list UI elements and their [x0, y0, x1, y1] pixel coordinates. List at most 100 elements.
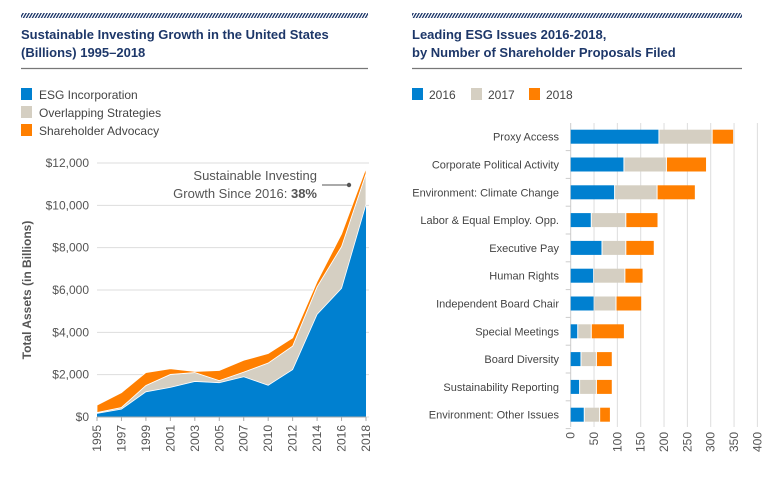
x-tick-label: 400 — [750, 432, 764, 452]
bar-2016 — [570, 352, 581, 367]
x-tick-label: 1999 — [139, 425, 153, 452]
right-legend: 2016 2017 2018 — [412, 88, 573, 102]
bar-2017 — [594, 268, 625, 283]
x-tick-label: 1995 — [90, 425, 104, 452]
right-header-hatch — [412, 13, 742, 18]
x-tick-label: 2003 — [188, 425, 202, 452]
bar-2016 — [570, 213, 591, 228]
y-tick-label: $10,000 — [46, 198, 90, 212]
bar-2018 — [626, 240, 654, 255]
bar-2017 — [624, 157, 666, 172]
bar-2016 — [570, 407, 584, 422]
category-label: Independent Board Chair — [436, 299, 559, 311]
right-bar-chart: 0 50 100 150 200 250 300 350 400 Proxy Access Corp… — [412, 123, 764, 452]
bar-2018 — [616, 296, 642, 311]
bar-2018 — [626, 213, 658, 228]
left-annotation: Sustainable Investing Growth Since 2016:… — [173, 168, 352, 201]
bar-2018 — [600, 407, 610, 422]
left-y-axis-label: Total Assets (in Billions) — [20, 221, 34, 360]
left-title-line1: Sustainable Investing Growth in the Unit… — [21, 27, 329, 42]
x-tick-label: 1997 — [114, 425, 128, 452]
legend-label-overlapping: Overlapping Strategies — [39, 106, 161, 120]
y-tick-label: $2,000 — [52, 368, 89, 382]
bar-2018 — [657, 185, 695, 200]
y-tick-label: $6,000 — [52, 283, 89, 297]
x-tick-label: 350 — [727, 432, 741, 452]
x-tick-label: 2018 — [359, 425, 373, 452]
x-tick-label: 2007 — [237, 425, 251, 452]
category-label: Executive Pay — [489, 243, 559, 255]
bar-2018 — [625, 268, 643, 283]
y-tick-label: $4,000 — [52, 325, 89, 339]
x-tick-label: 2001 — [163, 425, 177, 452]
x-tick-label: 300 — [704, 432, 718, 452]
left-area-chart: $0 $2,000 $4,000 $6,000 $8,000 $10,000 $12,000… — [46, 156, 373, 452]
category-label: Environment: Other Issues — [429, 410, 560, 422]
x-tick-label: 50 — [587, 432, 601, 446]
area-esg-incorporation — [97, 204, 366, 417]
legend-label-2017: 2017 — [488, 88, 515, 102]
bar-2018 — [596, 379, 612, 394]
x-tick-label: 2016 — [335, 425, 349, 452]
bar-2016 — [570, 240, 602, 255]
legend-swatch-esg — [21, 88, 32, 100]
legend-swatch-2018 — [529, 88, 540, 100]
bar-2018 — [596, 352, 612, 367]
x-tick-label: 200 — [657, 432, 671, 452]
category-label: Proxy Access — [493, 132, 560, 144]
category-label: Board Diversity — [484, 354, 559, 366]
x-tick-label: 150 — [634, 432, 648, 452]
x-tick-label: 2005 — [212, 425, 226, 452]
bar-2016 — [570, 268, 594, 283]
category-label: Corporate Political Activity — [432, 160, 560, 172]
bar-2018 — [712, 129, 734, 144]
legend-swatch-overlapping — [21, 106, 32, 118]
legend-swatch-2016 — [412, 88, 423, 100]
legend-label-advocacy: Shareholder Advocacy — [39, 124, 159, 138]
left-legend: ESG Incorporation Overlapping Strategies… — [21, 88, 161, 138]
x-tick-label: 2014 — [310, 425, 324, 452]
bar-2017 — [615, 185, 657, 200]
legend-label-2016: 2016 — [429, 88, 456, 102]
annotation-value: 38% — [291, 186, 317, 201]
legend-label-2018: 2018 — [546, 88, 573, 102]
x-tick-label: 2010 — [261, 425, 275, 452]
category-label: Human Rights — [489, 271, 559, 283]
bar-2017 — [591, 213, 626, 228]
bar-2016 — [570, 129, 659, 144]
x-tick-label: 250 — [680, 432, 694, 452]
bar-2016 — [570, 379, 580, 394]
x-tick-label: 2012 — [286, 425, 300, 452]
x-tick-label: 0 — [564, 432, 578, 439]
right-title-line2: by Number of Shareholder Proposals Filed — [412, 45, 676, 60]
bar-2017 — [602, 240, 626, 255]
annotation-line1: Sustainable Investing — [193, 168, 317, 183]
category-label: Environment: Climate Change — [412, 187, 559, 199]
legend-swatch-2017 — [471, 88, 482, 100]
category-label: Special Meetings — [475, 326, 559, 338]
annotation-line2: Growth Since 2016: 38% — [173, 186, 317, 201]
bar-2016 — [570, 324, 578, 339]
annotation-text: Growth Since 2016: — [173, 186, 291, 201]
left-title-line2: (Billions) 1995–2018 — [21, 45, 145, 60]
y-tick-label: $0 — [76, 410, 90, 424]
y-tick-label: $8,000 — [52, 241, 89, 255]
x-tick-label: 100 — [610, 432, 624, 452]
bar-2016 — [570, 296, 594, 311]
y-tick-label: $12,000 — [46, 156, 90, 170]
legend-label-esg: ESG Incorporation — [39, 88, 138, 102]
bar-2017 — [581, 352, 596, 367]
right-title-line1: Leading ESG Issues 2016-2018, — [412, 27, 606, 42]
bar-2017 — [578, 324, 591, 339]
bar-2018 — [591, 324, 624, 339]
bar-2016 — [570, 157, 624, 172]
bar-2017 — [580, 379, 596, 394]
bar-2017 — [584, 407, 600, 422]
category-label: Sustainability Reporting — [443, 382, 559, 394]
bar-2017 — [594, 296, 616, 311]
bar-2016 — [570, 185, 615, 200]
legend-swatch-advocacy — [21, 124, 32, 136]
area-shareholder-advocacy — [96, 168, 367, 414]
bar-2017 — [659, 129, 712, 144]
